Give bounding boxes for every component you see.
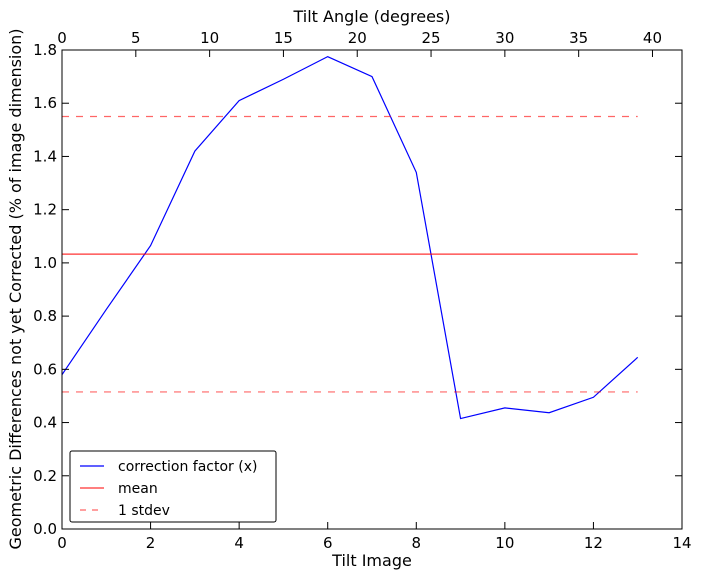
plot-frame bbox=[61, 49, 683, 530]
ticks-layer: 0 2 4 6 8 10 12 14 0 5 10 15 20 25 30 35 40 0.0 0.2 0.4 0.6 0… bbox=[33, 29, 691, 552]
x-axis-title: Tilt Image bbox=[331, 551, 412, 570]
y-tick-label: 0.0 bbox=[33, 520, 57, 538]
y-tick-label: 1.8 bbox=[33, 41, 57, 59]
y-axis-title: Geometric Differences not yet Corrected … bbox=[6, 28, 25, 549]
x2-tick-label: 35 bbox=[569, 29, 588, 47]
x2-tick-label: 25 bbox=[422, 29, 441, 47]
x2-tick-label: 5 bbox=[131, 29, 141, 47]
y-tick-label: 1.6 bbox=[33, 94, 57, 112]
x2-tick-label: 0 bbox=[57, 29, 67, 47]
x2-tick-label: 40 bbox=[643, 29, 662, 47]
series-layer bbox=[61, 55, 639, 420]
legend-label-correction-factor: correction factor (x) bbox=[118, 459, 257, 475]
x-tick-label: 8 bbox=[412, 534, 422, 552]
x-tick-label: 0 bbox=[57, 534, 67, 552]
x2-tick-label: 10 bbox=[200, 29, 219, 47]
x-tick-label: 6 bbox=[323, 534, 333, 552]
x-tick-label: 2 bbox=[146, 534, 156, 552]
x-tick-label: 4 bbox=[234, 534, 244, 552]
x2-tick-label: 15 bbox=[274, 29, 293, 47]
legend-box bbox=[69, 450, 277, 523]
y-tick-label: 1.2 bbox=[33, 201, 57, 219]
legend-label-1-stdev: 1 stdev bbox=[118, 503, 170, 519]
y-tick-label: 0.4 bbox=[33, 414, 57, 432]
legend-label-mean: mean bbox=[118, 481, 158, 497]
x2-tick-label: 20 bbox=[348, 29, 367, 47]
y-tick-label: 0.6 bbox=[33, 360, 57, 378]
top-x-axis-title: Tilt Angle (degrees) bbox=[292, 7, 450, 26]
x-tick-label: 10 bbox=[495, 534, 514, 552]
x-tick-label: 12 bbox=[584, 534, 603, 552]
y-tick-label: 0.2 bbox=[33, 467, 57, 485]
legend: correction factor (x) mean 1 stdev bbox=[69, 450, 277, 523]
plot-background bbox=[62, 50, 682, 529]
series-line-correction-factor-x bbox=[61, 55, 639, 420]
y-tick-label: 1.4 bbox=[33, 147, 57, 165]
x2-tick-label: 30 bbox=[495, 29, 514, 47]
x-tick-label: 14 bbox=[672, 534, 691, 552]
y-tick-label: 0.8 bbox=[33, 307, 57, 325]
y-tick-label: 1.0 bbox=[33, 254, 57, 272]
